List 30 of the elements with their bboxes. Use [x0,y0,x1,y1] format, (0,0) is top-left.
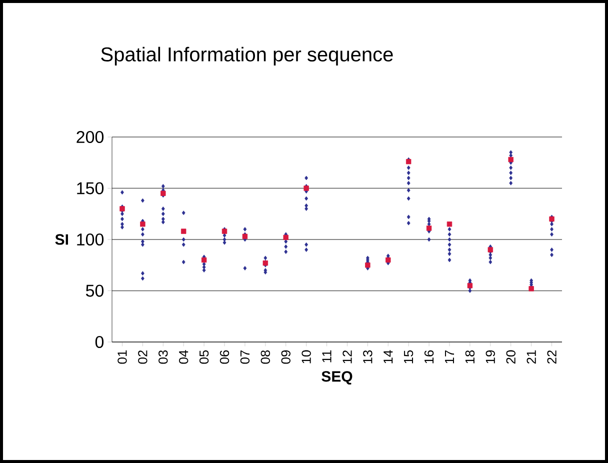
x-tick-label: 02 [138,350,148,364]
x-tick-label: 04 [178,350,188,364]
x-tick-label: 07 [240,350,250,364]
x-tick-label: 09 [281,350,290,364]
x-tick-label: 03 [158,350,168,364]
x-tick-label: 06 [220,350,230,364]
x-tick-label: 19 [486,350,496,364]
x-tick-label: 08 [260,350,270,364]
x-tick-label: 22 [547,350,556,364]
y-tick-label: 100 [77,233,104,246]
y-tick-label: 150 [77,182,104,194]
y-axis-title: SI [55,234,68,245]
chart-title: Spatial Information per sequence [101,46,393,66]
x-tick-label: 17 [445,350,454,364]
y-tick-label: 0 [95,336,104,348]
x-tick-label: 12 [342,350,352,364]
x-tick-label: 15 [404,350,414,364]
y-tick-label: 50 [86,284,104,297]
x-tick-label: 05 [199,350,209,364]
x-tick-label: 13 [363,350,372,364]
y-tick-label: 200 [76,130,104,144]
x-tick-label: 16 [424,350,434,364]
x-tick-label: 14 [384,350,393,364]
x-tick-label: 11 [322,350,332,362]
x-tick-label: 18 [465,350,475,364]
x-tick-label: 10 [302,350,311,364]
x-axis-title: SEQ [322,371,352,385]
x-tick-label: 20 [506,350,516,364]
x-tick-label: 21 [526,350,536,364]
x-tick-label: 01 [118,350,127,364]
